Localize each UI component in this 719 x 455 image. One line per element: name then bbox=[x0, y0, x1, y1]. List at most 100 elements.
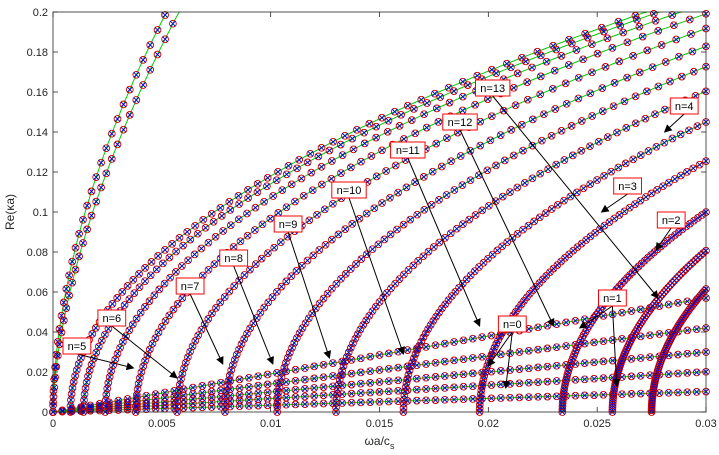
cross-marker bbox=[516, 380, 523, 387]
cross-marker bbox=[644, 47, 651, 54]
cross-marker bbox=[535, 379, 542, 386]
cross-marker bbox=[292, 394, 299, 401]
circle-marker bbox=[291, 400, 300, 409]
circle-marker bbox=[646, 331, 654, 340]
circle-marker bbox=[225, 287, 234, 296]
cross-marker bbox=[587, 90, 594, 97]
cross-marker bbox=[267, 215, 274, 222]
circle-marker bbox=[675, 52, 683, 61]
circle-marker bbox=[207, 403, 216, 411]
circle-marker bbox=[288, 344, 296, 352]
cross-marker bbox=[178, 263, 185, 269]
circle-marker bbox=[551, 105, 560, 113]
cross-marker bbox=[563, 100, 570, 107]
circle-marker bbox=[383, 289, 391, 297]
cross-marker bbox=[420, 253, 427, 260]
circle-marker bbox=[466, 176, 475, 185]
cross-marker bbox=[450, 88, 457, 95]
cross-marker bbox=[320, 295, 327, 302]
cross-marker bbox=[307, 150, 314, 157]
cross-marker bbox=[236, 403, 243, 410]
annotation-box bbox=[175, 277, 205, 295]
cross-marker bbox=[259, 221, 266, 228]
circle-marker bbox=[465, 215, 474, 224]
annotation-arrow bbox=[655, 227, 672, 251]
cross-marker bbox=[342, 270, 349, 277]
annotation-arrow bbox=[502, 331, 513, 389]
circle-marker bbox=[75, 229, 83, 238]
circle-marker bbox=[244, 185, 252, 194]
cross-marker bbox=[409, 359, 416, 366]
circle-marker bbox=[468, 354, 477, 362]
circle-marker bbox=[674, 299, 682, 307]
circle-marker bbox=[71, 265, 80, 274]
circle-marker bbox=[362, 209, 371, 218]
cross-marker bbox=[320, 400, 327, 407]
circle-marker bbox=[528, 63, 536, 72]
cross-marker bbox=[104, 385, 111, 392]
cross-marker bbox=[114, 116, 121, 122]
x-tick-label: 0.015 bbox=[366, 418, 394, 430]
cross-marker bbox=[208, 210, 215, 217]
cross-marker bbox=[138, 369, 145, 376]
cross-marker bbox=[208, 394, 215, 401]
cross-marker bbox=[414, 211, 421, 218]
cross-marker bbox=[273, 369, 280, 376]
circle-marker bbox=[301, 400, 309, 408]
cross-marker bbox=[126, 86, 133, 93]
circle-marker bbox=[564, 61, 573, 69]
cross-marker bbox=[175, 392, 181, 399]
circle-marker bbox=[429, 243, 438, 251]
cross-marker bbox=[294, 165, 300, 172]
cross-marker bbox=[366, 120, 373, 127]
circle-marker bbox=[523, 95, 532, 104]
circle-marker bbox=[552, 361, 561, 370]
circle-marker bbox=[123, 282, 132, 290]
cross-marker bbox=[620, 29, 627, 36]
cross-marker bbox=[656, 390, 663, 397]
circle-marker bbox=[347, 163, 355, 172]
circle-marker bbox=[367, 152, 376, 160]
circle-marker bbox=[219, 227, 227, 235]
circle-marker bbox=[253, 188, 262, 196]
cross-marker bbox=[270, 193, 277, 199]
cross-marker bbox=[51, 384, 58, 391]
cross-marker bbox=[252, 204, 259, 211]
circle-marker bbox=[384, 397, 393, 406]
circle-marker bbox=[456, 152, 465, 160]
circle-marker bbox=[599, 390, 608, 399]
cross-marker bbox=[245, 186, 251, 193]
cross-marker bbox=[347, 344, 354, 351]
circle-marker bbox=[273, 387, 281, 396]
cross-marker bbox=[109, 300, 116, 307]
cross-marker bbox=[264, 395, 271, 402]
cross-marker bbox=[189, 391, 196, 397]
circle-marker bbox=[588, 112, 597, 120]
annotation-arrow bbox=[233, 265, 274, 365]
cross-marker bbox=[142, 303, 148, 310]
circle-marker bbox=[141, 303, 149, 311]
circle-marker bbox=[688, 47, 697, 56]
cross-marker bbox=[354, 331, 361, 338]
circle-marker bbox=[571, 316, 580, 325]
cross-marker bbox=[357, 369, 364, 376]
cross-marker bbox=[311, 385, 318, 391]
cross-marker bbox=[637, 390, 644, 397]
y-tick-label: 0.04 bbox=[27, 327, 48, 339]
cross-marker bbox=[433, 140, 440, 147]
cross-marker bbox=[624, 74, 631, 81]
cross-marker bbox=[347, 266, 354, 272]
cross-marker bbox=[400, 136, 407, 142]
cross-marker bbox=[235, 192, 242, 199]
circle-marker bbox=[226, 402, 235, 411]
cross-marker bbox=[537, 91, 544, 98]
cross-marker bbox=[66, 292, 73, 299]
cross-marker bbox=[162, 12, 169, 18]
circle-marker bbox=[208, 309, 216, 318]
cross-marker bbox=[413, 362, 420, 369]
cross-marker bbox=[615, 18, 622, 25]
circle-marker bbox=[83, 201, 91, 210]
circle-marker bbox=[329, 199, 337, 208]
circle-marker bbox=[534, 323, 542, 332]
cross-marker bbox=[451, 384, 458, 391]
